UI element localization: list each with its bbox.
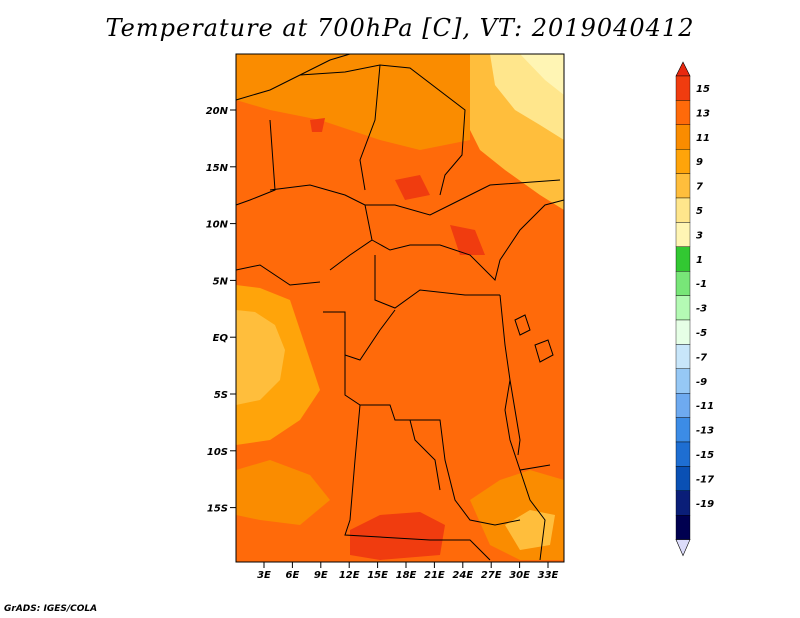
colorbar-segment xyxy=(675,148,691,174)
colorbar-segment xyxy=(675,75,691,101)
colorbar-label: -3 xyxy=(696,304,707,315)
lon-tick-label: 15E xyxy=(367,570,388,581)
colorbar-segment xyxy=(675,100,691,126)
lon-tick-label: 30E xyxy=(509,570,530,581)
map-frame xyxy=(235,53,565,563)
lon-tick-label: 12E xyxy=(339,570,360,581)
temp-region-northeast-pale xyxy=(520,54,564,95)
colorbar-label: -13 xyxy=(696,426,714,437)
colorbar-segment xyxy=(675,222,691,247)
colorbar-label: 13 xyxy=(696,108,710,119)
colorbar-label: -11 xyxy=(696,401,714,412)
lon-tick-label: 21E xyxy=(424,570,445,581)
colorbar-segment xyxy=(675,173,691,199)
colorbar-segment xyxy=(675,393,691,418)
colorbar-label: -9 xyxy=(696,377,707,388)
colorbar-label: 9 xyxy=(696,157,703,168)
colorbar-label: 7 xyxy=(696,182,703,193)
colorbar-top-arrow xyxy=(675,61,691,77)
lon-tick-label: 6E xyxy=(286,570,300,581)
lat-tick-label: 20N xyxy=(206,106,229,117)
colorbar-label: 3 xyxy=(696,230,703,241)
lat-tick-label: 5S xyxy=(214,390,228,401)
lon-tick-label: 18E xyxy=(396,570,417,581)
lat-tick-label: 10N xyxy=(206,220,229,231)
lon-tick-label: 27E xyxy=(481,570,502,581)
map-title: Temperature at 700hPa [C], VT: 201904041… xyxy=(105,14,695,42)
colorbar: 15 13 11 9 7 5 3 1 -1 -3 -5 -7 -9 -11 -13 -15 -17 -19 xyxy=(675,61,714,557)
colorbar-segment xyxy=(675,466,691,491)
colorbar-segment xyxy=(675,295,691,321)
colorbar-segment xyxy=(675,441,691,467)
colorbar-label: 5 xyxy=(696,206,703,217)
temp-spot-3 xyxy=(310,118,325,132)
colorbar-segment xyxy=(675,368,691,394)
colorbar-label: 1 xyxy=(696,255,703,266)
temp-region-west-coast-inner xyxy=(236,310,285,405)
colorbar-segment xyxy=(675,271,691,296)
lon-tick-label: 24E xyxy=(452,570,473,581)
lakes xyxy=(509,314,554,456)
colorbar-label: -7 xyxy=(696,352,707,363)
latitude-axis: 20N 15N 10N 5N EQ 5S 10S 15S xyxy=(206,106,236,515)
colorbar-segment xyxy=(675,515,691,540)
colorbar-bottom-arrow xyxy=(675,539,691,557)
colorbar-label: -5 xyxy=(696,328,707,339)
colorbar-segment xyxy=(675,344,691,369)
lat-tick-label: 5N xyxy=(213,276,229,287)
colorbar-label: 11 xyxy=(696,133,710,144)
colorbar-segment xyxy=(675,490,691,516)
colorbar-label: 15 xyxy=(696,84,710,95)
lat-tick-label: 15N xyxy=(206,163,229,174)
colorbar-label: -15 xyxy=(696,450,714,461)
colorbar-label: -17 xyxy=(696,474,714,485)
temp-spot-1 xyxy=(395,175,430,200)
longitude-axis: 3E 6E 9E 12E 15E 18E 21E 24E 27E 30E 33E xyxy=(257,562,559,581)
temp-region-southwest xyxy=(236,460,330,525)
colorbar-label: -1 xyxy=(696,279,707,290)
lon-tick-label: 33E xyxy=(538,570,559,581)
colorbar-segment xyxy=(675,246,691,272)
colorbar-segment xyxy=(675,417,691,443)
lat-tick-label: EQ xyxy=(213,333,229,344)
colorbar-label: -19 xyxy=(696,499,714,510)
lat-tick-label: 15S xyxy=(207,504,228,515)
lon-tick-label: 3E xyxy=(257,570,271,581)
colorbar-segment xyxy=(675,319,691,345)
footer-credit: GrADS: IGES/COLA xyxy=(4,604,98,614)
temp-region-south-hot xyxy=(350,512,445,560)
map-fill xyxy=(236,54,564,562)
temp-spot-2 xyxy=(450,225,485,255)
country-borders xyxy=(235,53,565,561)
lon-tick-label: 9E xyxy=(314,570,328,581)
colorbar-segment xyxy=(675,197,691,223)
colorbar-segment xyxy=(675,124,691,150)
lat-tick-label: 10S xyxy=(207,447,228,458)
